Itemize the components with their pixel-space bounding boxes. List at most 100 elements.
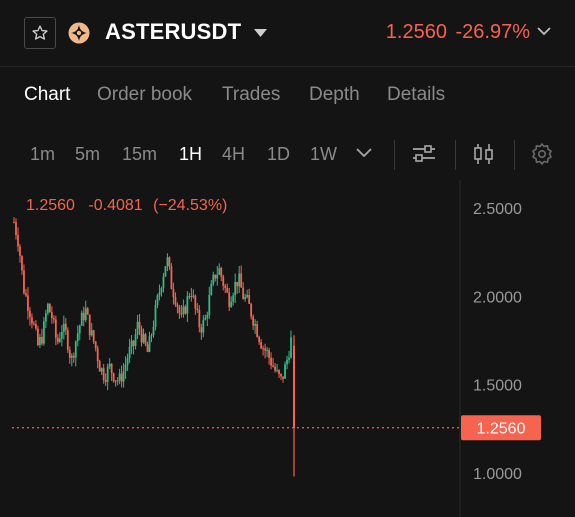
candle-body bbox=[212, 274, 215, 284]
interval-1w[interactable]: 1W bbox=[310, 144, 337, 164]
candle-body bbox=[138, 321, 141, 329]
candle-body bbox=[293, 345, 295, 428]
candle-body bbox=[250, 303, 253, 317]
candle-body bbox=[44, 313, 47, 322]
candle-body bbox=[152, 326, 155, 336]
tab-depth[interactable]: Depth bbox=[309, 84, 360, 105]
candle-body bbox=[124, 364, 127, 372]
candle-body bbox=[252, 316, 255, 326]
candle-body bbox=[158, 292, 161, 296]
last-price: 1.2560 bbox=[385, 21, 447, 43]
candle-body bbox=[264, 348, 266, 351]
candle-body bbox=[58, 338, 61, 342]
indicator-settings-icon[interactable] bbox=[411, 144, 437, 164]
candle-body bbox=[100, 368, 103, 372]
interval-dropdown-icon[interactable] bbox=[356, 148, 372, 158]
candle-body bbox=[23, 270, 25, 294]
candle-body bbox=[202, 319, 205, 333]
candle-body bbox=[240, 273, 243, 288]
legend-change: -0.4081 bbox=[88, 197, 142, 214]
candle-body bbox=[130, 340, 133, 347]
interval-1m[interactable]: 1m bbox=[30, 144, 56, 164]
candle-body bbox=[46, 303, 49, 314]
candle-body bbox=[220, 268, 223, 277]
last-price-tag-text: 1.2560 bbox=[477, 420, 526, 437]
candle-body bbox=[280, 373, 282, 377]
candle-body bbox=[42, 321, 45, 344]
candle-body bbox=[262, 348, 265, 350]
candle-body bbox=[128, 346, 131, 359]
candle-body bbox=[206, 315, 209, 318]
candle-body bbox=[110, 363, 113, 374]
candle-body bbox=[116, 380, 119, 382]
chevron-down-icon[interactable] bbox=[537, 27, 551, 36]
toolbar-divider bbox=[455, 140, 456, 170]
candle-body bbox=[98, 361, 101, 372]
candle-body bbox=[106, 366, 109, 382]
view-tabs: Chart Order book Trades Depth Details bbox=[0, 84, 575, 114]
candle-body bbox=[192, 295, 195, 297]
candle-body bbox=[178, 306, 181, 314]
candle-body bbox=[17, 235, 19, 247]
candle-body bbox=[278, 370, 280, 374]
candle-body bbox=[86, 308, 89, 315]
interval-15m[interactable]: 15m bbox=[122, 144, 158, 164]
chart-legend: 1.2560 -0.4081 (−24.53%) bbox=[26, 197, 227, 214]
favorite-button[interactable] bbox=[24, 17, 56, 49]
settings-gear-icon[interactable] bbox=[530, 142, 554, 166]
candle-body bbox=[170, 266, 173, 290]
price-chart[interactable]: 2.5000 2.0000 1.5000 1.0000 1.2560 1.2560 -… bbox=[0, 180, 575, 517]
candle-body bbox=[13, 222, 15, 224]
candle-body bbox=[62, 323, 65, 332]
price-change-percent: -26.97% bbox=[455, 21, 531, 43]
y-tick-label: 1.5000 bbox=[473, 378, 522, 395]
symbol-name[interactable]: ASTERUSDT bbox=[105, 19, 242, 44]
candle-body bbox=[90, 330, 93, 336]
candle-body bbox=[270, 357, 272, 366]
candle-body bbox=[140, 328, 143, 343]
asset-logo-icon bbox=[68, 22, 90, 44]
candle-body bbox=[286, 359, 288, 365]
candle-body bbox=[68, 349, 71, 358]
candle-body bbox=[186, 296, 189, 314]
candlestick-type-icon[interactable] bbox=[472, 143, 496, 165]
candle-body bbox=[54, 319, 57, 338]
candle-body bbox=[242, 287, 245, 300]
candle-body bbox=[31, 317, 33, 324]
candle-body bbox=[15, 222, 17, 236]
candle-body bbox=[132, 340, 135, 346]
candle-body bbox=[282, 376, 284, 379]
candle-body bbox=[84, 308, 87, 321]
y-tick-label: 1.0000 bbox=[473, 466, 522, 483]
candle-body bbox=[56, 337, 59, 342]
tab-chart[interactable]: Chart bbox=[24, 84, 71, 105]
candle-body bbox=[134, 334, 137, 346]
candle-body bbox=[112, 373, 115, 382]
price-summary[interactable]: 1.2560 -26.97% bbox=[386, 21, 530, 44]
interval-4h[interactable]: 4H bbox=[222, 144, 246, 164]
candle-body bbox=[288, 357, 290, 360]
candle-body bbox=[33, 323, 35, 325]
candle-body bbox=[166, 257, 169, 267]
symbol-dropdown-icon[interactable] bbox=[254, 29, 267, 37]
candle-body bbox=[168, 257, 171, 267]
candle-body bbox=[82, 312, 85, 321]
candle-body bbox=[246, 294, 249, 298]
tab-details[interactable]: Details bbox=[387, 84, 446, 105]
candle-body bbox=[88, 314, 91, 336]
candle-body bbox=[60, 331, 63, 339]
candle-body bbox=[266, 350, 268, 352]
interval-1d[interactable]: 1D bbox=[267, 144, 291, 164]
candle-body bbox=[66, 330, 69, 350]
candle-body bbox=[76, 333, 79, 342]
tab-trades[interactable]: Trades bbox=[222, 84, 281, 105]
candle-body bbox=[78, 325, 81, 334]
legend-change-percent: (−24.53%) bbox=[153, 197, 227, 214]
interval-1h[interactable]: 1H bbox=[179, 144, 203, 164]
toolbar-divider bbox=[394, 140, 395, 170]
interval-5m[interactable]: 5m bbox=[75, 144, 101, 164]
candle-body bbox=[172, 289, 175, 298]
candle-body bbox=[174, 297, 177, 305]
candle-body bbox=[104, 380, 107, 382]
tab-order-book[interactable]: Order book bbox=[97, 84, 193, 105]
